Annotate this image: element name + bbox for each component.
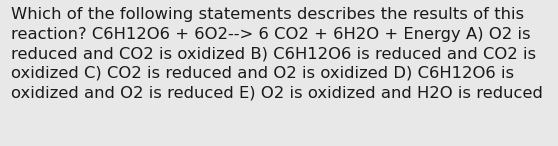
Text: Which of the following statements describes the results of this
reaction? C6H12O: Which of the following statements descri… <box>11 7 543 101</box>
